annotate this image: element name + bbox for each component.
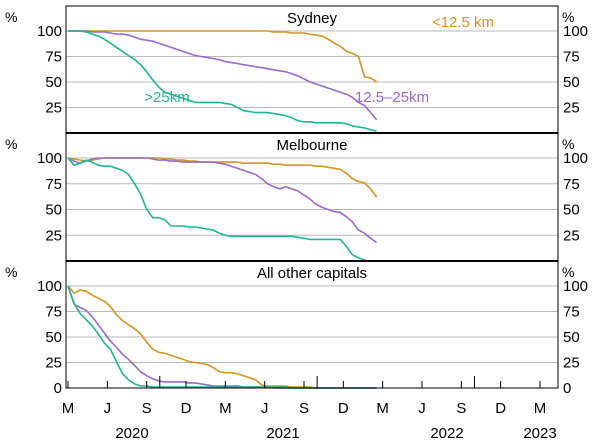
y-tick-right-2-100: 100 [563, 278, 588, 295]
x-tick-label-3: D [181, 400, 192, 417]
series-line-1-far [67, 157, 377, 262]
y-tick-left-2-100: 100 [37, 278, 62, 295]
y-tick-right-0-25: 25 [563, 100, 580, 117]
y-tick-right-0-75: 75 [563, 49, 580, 66]
x-tick-label-9: J [418, 400, 426, 417]
x-tick-label-10: S [456, 400, 466, 417]
y-tick-left-2-25: 25 [45, 355, 62, 372]
panel-title-0: Sydney [287, 10, 338, 27]
y-unit-right-0: % [562, 9, 574, 25]
series-line-1-mid [67, 157, 378, 244]
y-tick-left-2-0: 0 [54, 380, 62, 397]
x-tick-label-11: D [495, 400, 506, 417]
y-tick-left-1-50: 50 [45, 202, 62, 219]
series-line-0-far [68, 30, 377, 132]
y-tick-right-0-50: 50 [563, 74, 580, 91]
x-tick-label-2: S [142, 400, 152, 417]
y-tick-left-0-25: 25 [45, 100, 62, 117]
y-tick-left-1-100: 100 [37, 150, 62, 167]
y-unit-left-2: % [5, 264, 17, 280]
y-tick-right-1-25: 25 [563, 227, 580, 244]
panel-title-2: All other capitals [257, 265, 367, 282]
y-tick-right-2-0: 0 [563, 380, 571, 397]
y-tick-right-2-75: 75 [563, 304, 580, 321]
series-line-0-near [68, 30, 378, 83]
x-tick-label-7: D [338, 400, 349, 417]
series-label-0-far: >25km [144, 89, 189, 106]
x-tick-label-0: M [62, 400, 75, 417]
x-tick-label-12: M [534, 400, 547, 417]
panel-title-1: Melbourne [277, 137, 348, 154]
series-label-0-mid: 12.5–25km [355, 89, 429, 106]
y-tick-right-1-100: 100 [563, 150, 588, 167]
y-tick-right-1-75: 75 [563, 176, 580, 193]
x-tick-label-4: M [219, 400, 232, 417]
y-tick-left-1-25: 25 [45, 227, 62, 244]
y-tick-right-0-100: 100 [563, 23, 588, 40]
series-label-0-near: <12.5 km [432, 14, 494, 31]
y-tick-left-1-75: 75 [45, 176, 62, 193]
series-line-0-mid [68, 30, 378, 121]
x-year-label-1: 2021 [266, 425, 299, 442]
plot-frame [65, 5, 559, 389]
y-unit-right-2: % [562, 264, 574, 280]
y-unit-right-1: % [562, 136, 574, 152]
x-tick-label-8: M [376, 400, 389, 417]
y-tick-right-1-50: 50 [563, 202, 580, 219]
x-year-label-3: 2023 [523, 425, 556, 442]
y-tick-left-0-100: 100 [37, 23, 62, 40]
y-tick-left-2-75: 75 [45, 304, 62, 321]
x-year-label-2: 2022 [430, 425, 463, 442]
x-year-label-0: 2020 [115, 425, 148, 442]
y-unit-left-0: % [5, 9, 17, 25]
y-tick-right-2-50: 50 [563, 329, 580, 346]
y-tick-left-0-50: 50 [45, 74, 62, 91]
x-tick-label-1: J [104, 400, 112, 417]
y-tick-left-2-50: 50 [45, 329, 62, 346]
x-tick-label-5: J [261, 400, 269, 417]
y-unit-left-1: % [5, 136, 17, 152]
y-tick-right-2-25: 25 [563, 355, 580, 372]
x-tick-label-6: S [299, 400, 309, 417]
y-tick-left-0-75: 75 [45, 49, 62, 66]
